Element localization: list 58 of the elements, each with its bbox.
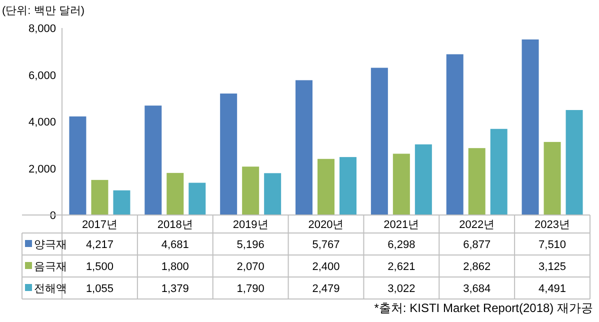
data-label: 5,196	[236, 239, 264, 251]
bar	[188, 182, 206, 215]
bar	[69, 116, 86, 215]
legend-label: 양극재	[34, 239, 67, 251]
x-tick-label: 2018년	[157, 219, 193, 231]
data-label: 3,684	[463, 283, 491, 295]
legend-label: 전해액	[34, 283, 67, 295]
bar	[340, 157, 356, 215]
legend-label: 음극재	[34, 261, 67, 273]
y-tick-label: 2,000	[28, 163, 56, 176]
data-label: 1,379	[161, 283, 189, 295]
data-label: 2,621	[388, 261, 416, 273]
data-label: 1,055	[86, 283, 114, 295]
bar	[91, 180, 108, 215]
bar	[166, 172, 184, 215]
data-label: 4,217	[86, 239, 114, 251]
bar	[113, 190, 130, 215]
bar	[566, 110, 583, 215]
x-tick-label: 2020년	[308, 219, 344, 231]
x-tick-label: 2021년	[384, 219, 420, 231]
bar	[220, 94, 238, 215]
bar	[446, 54, 464, 215]
text: (단위: 백만 달러)	[2, 5, 84, 17]
bar	[522, 39, 539, 215]
bar	[264, 173, 282, 215]
data-label: 3,125	[538, 261, 566, 273]
y-tick-label: 8,000	[28, 23, 56, 35]
x-tick-label: 2023년	[534, 219, 570, 231]
bar	[370, 68, 388, 215]
x-tick-label: 2017년	[82, 219, 118, 231]
data-label: 4,681	[161, 239, 189, 251]
bar	[242, 166, 260, 215]
bar	[296, 80, 312, 215]
text: *출처: KISTI Market Report(2018) 재가공	[374, 301, 593, 315]
y-tick-label: 4,000	[28, 116, 56, 128]
bar	[318, 158, 334, 215]
data-label: 2,400	[312, 261, 340, 273]
data-label: 7,510	[538, 239, 566, 251]
data-label: 5,767	[312, 239, 340, 251]
data-label: 4,491	[538, 283, 566, 295]
bar	[490, 128, 508, 215]
data-label: 6,877	[463, 239, 491, 251]
bar	[468, 148, 486, 215]
x-tick-label: 2019년	[232, 219, 268, 231]
data-label: 1,500	[86, 261, 114, 273]
data-label: 6,298	[388, 239, 416, 251]
bar	[544, 142, 561, 215]
bar	[414, 144, 432, 215]
data-label: 1,790	[236, 283, 264, 295]
bar	[392, 154, 410, 215]
data-label: 3,022	[388, 283, 416, 295]
data-label: 1,800	[161, 261, 189, 273]
y-tick-label: 6,000	[28, 70, 56, 82]
data-label: 2,862	[463, 261, 491, 273]
bar	[144, 106, 162, 215]
data-label: 2,070	[236, 261, 264, 273]
data-label: 2,479	[312, 283, 340, 295]
x-tick-label: 2022년	[459, 219, 495, 231]
